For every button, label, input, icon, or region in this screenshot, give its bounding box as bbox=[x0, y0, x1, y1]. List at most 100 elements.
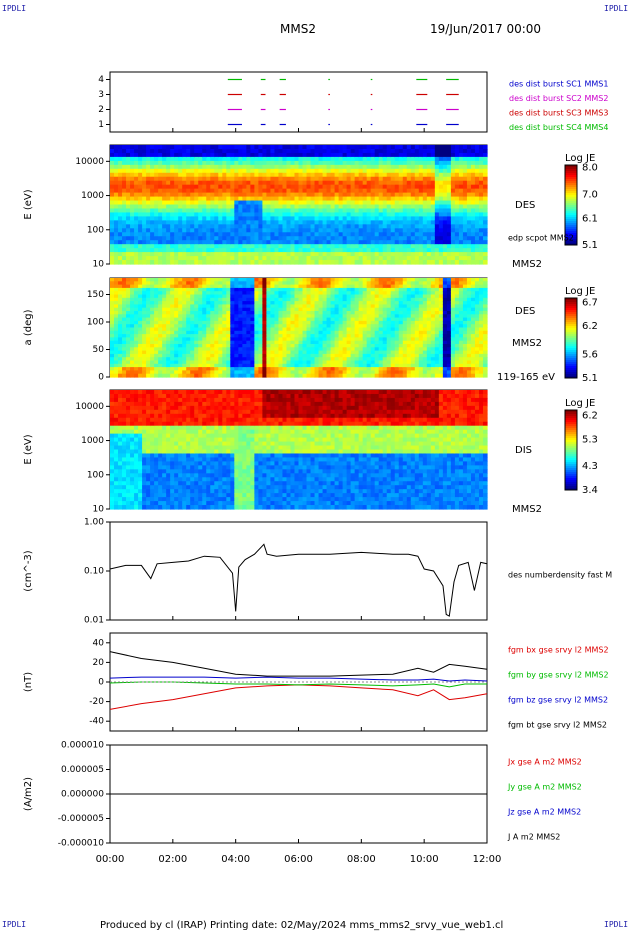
heatmap-cell bbox=[362, 240, 368, 245]
heatmap-cell bbox=[350, 252, 356, 257]
heatmap-cell bbox=[422, 152, 428, 158]
heatmap-cell bbox=[162, 334, 167, 338]
heatmap-cell bbox=[306, 363, 312, 368]
heatmap-cell bbox=[182, 208, 187, 214]
heatmap-cell bbox=[450, 164, 456, 170]
heatmap-cell bbox=[286, 320, 292, 325]
heatmap-cell bbox=[298, 224, 304, 229]
heatmap-cell bbox=[250, 212, 255, 217]
heatmap-cell bbox=[310, 156, 316, 162]
heatmap-cell bbox=[126, 200, 131, 206]
heatmap-cell bbox=[118, 220, 123, 225]
heatmap-cell bbox=[186, 317, 191, 322]
heatmap-cell bbox=[290, 307, 296, 312]
heatmap-cell bbox=[266, 176, 272, 182]
heatmap-cell bbox=[130, 260, 135, 265]
heatmap-cell bbox=[386, 180, 392, 186]
heatmap-cell bbox=[170, 294, 175, 299]
heatmap-cell bbox=[122, 360, 127, 365]
heatmap-cell bbox=[218, 357, 223, 362]
heatmap-cell bbox=[306, 188, 312, 194]
heatmap-cell bbox=[330, 204, 336, 210]
heatmap-cell bbox=[330, 301, 336, 305]
heatmap-cell bbox=[182, 294, 187, 299]
heatmap-cell bbox=[258, 196, 263, 202]
heatmap-cell bbox=[126, 236, 131, 241]
heatmap-cell bbox=[362, 304, 368, 309]
heatmap-cell bbox=[262, 204, 268, 210]
heatmap-cell bbox=[362, 301, 368, 305]
heatmap-cell bbox=[434, 168, 440, 174]
heatmap-cell bbox=[178, 236, 183, 241]
heatmap-cell bbox=[170, 340, 175, 345]
heatmap-cell bbox=[398, 224, 404, 229]
heatmap-cell bbox=[238, 294, 243, 299]
heatmap-cell bbox=[286, 287, 292, 292]
colorbar-step bbox=[565, 302, 577, 305]
heatmap-cell bbox=[226, 228, 231, 233]
heatmap-cell bbox=[294, 256, 300, 261]
heatmap-cell bbox=[114, 256, 119, 261]
heatmap-cell bbox=[190, 347, 195, 352]
heatmap-cell bbox=[362, 180, 368, 186]
heatmap-cell bbox=[134, 340, 139, 345]
heatmap-cell bbox=[442, 176, 448, 182]
heatmap-cell bbox=[370, 164, 376, 170]
heatmap-cell bbox=[302, 204, 308, 210]
heatmap-cell bbox=[266, 244, 272, 249]
heatmap-cell bbox=[298, 278, 304, 282]
heatmap-cell bbox=[130, 240, 135, 245]
heatmap-cell bbox=[326, 324, 332, 329]
heatmap-cell bbox=[358, 301, 364, 305]
heatmap-cell bbox=[198, 281, 203, 286]
heatmap-cell bbox=[434, 220, 440, 225]
heatmap-cell bbox=[338, 337, 344, 342]
heatmap-cell bbox=[286, 188, 292, 194]
heatmap-cell bbox=[438, 172, 444, 178]
heatmap-cell bbox=[150, 164, 155, 170]
heatmap-cell bbox=[334, 184, 340, 190]
heatmap-cell bbox=[278, 304, 284, 309]
heatmap-cell bbox=[330, 160, 336, 166]
heatmap-cell bbox=[478, 256, 484, 261]
heatmap-cell bbox=[186, 370, 191, 375]
heatmap-cell bbox=[334, 370, 340, 375]
heatmap-cell bbox=[246, 347, 251, 352]
heatmap-cell bbox=[326, 291, 332, 296]
heatmap-cell bbox=[470, 156, 476, 162]
heatmap-cell bbox=[170, 314, 175, 319]
heatmap-cell bbox=[274, 180, 280, 186]
heatmap-cell bbox=[446, 212, 452, 217]
heatmap-cell bbox=[234, 304, 239, 309]
heatmap-cell bbox=[270, 344, 276, 348]
heatmap-cell bbox=[354, 281, 360, 286]
heatmap-cell bbox=[166, 340, 171, 345]
heatmap-cell bbox=[222, 301, 227, 305]
heatmap-cell bbox=[354, 330, 360, 335]
heatmap-cell bbox=[178, 367, 183, 371]
heatmap-cell bbox=[342, 216, 348, 221]
heatmap-cell bbox=[138, 320, 143, 325]
heatmap-cell bbox=[122, 212, 127, 217]
heatmap-cell bbox=[402, 160, 408, 166]
heatmap-cell bbox=[318, 284, 324, 289]
heatmap-cell bbox=[178, 248, 183, 253]
heatmap-cell bbox=[178, 252, 183, 257]
heatmap-cell bbox=[282, 256, 288, 261]
heatmap-cell bbox=[198, 317, 203, 322]
heatmap-cell bbox=[310, 287, 316, 292]
heatmap-cell bbox=[150, 260, 155, 265]
heatmap-cell bbox=[442, 160, 448, 166]
heatmap-cell bbox=[238, 244, 243, 249]
colorbar-step bbox=[565, 356, 577, 359]
heatmap-cell bbox=[134, 367, 139, 371]
heatmap-cell bbox=[218, 252, 223, 257]
heatmap-cell bbox=[458, 204, 464, 210]
heatmap-cell bbox=[262, 176, 268, 182]
heatmap-cell bbox=[150, 357, 155, 362]
heatmap-cell bbox=[406, 252, 412, 257]
heatmap-cell bbox=[130, 248, 135, 253]
heatmap-cell bbox=[202, 363, 207, 368]
heatmap-cell bbox=[238, 260, 243, 265]
heatmap-cell bbox=[122, 228, 127, 233]
